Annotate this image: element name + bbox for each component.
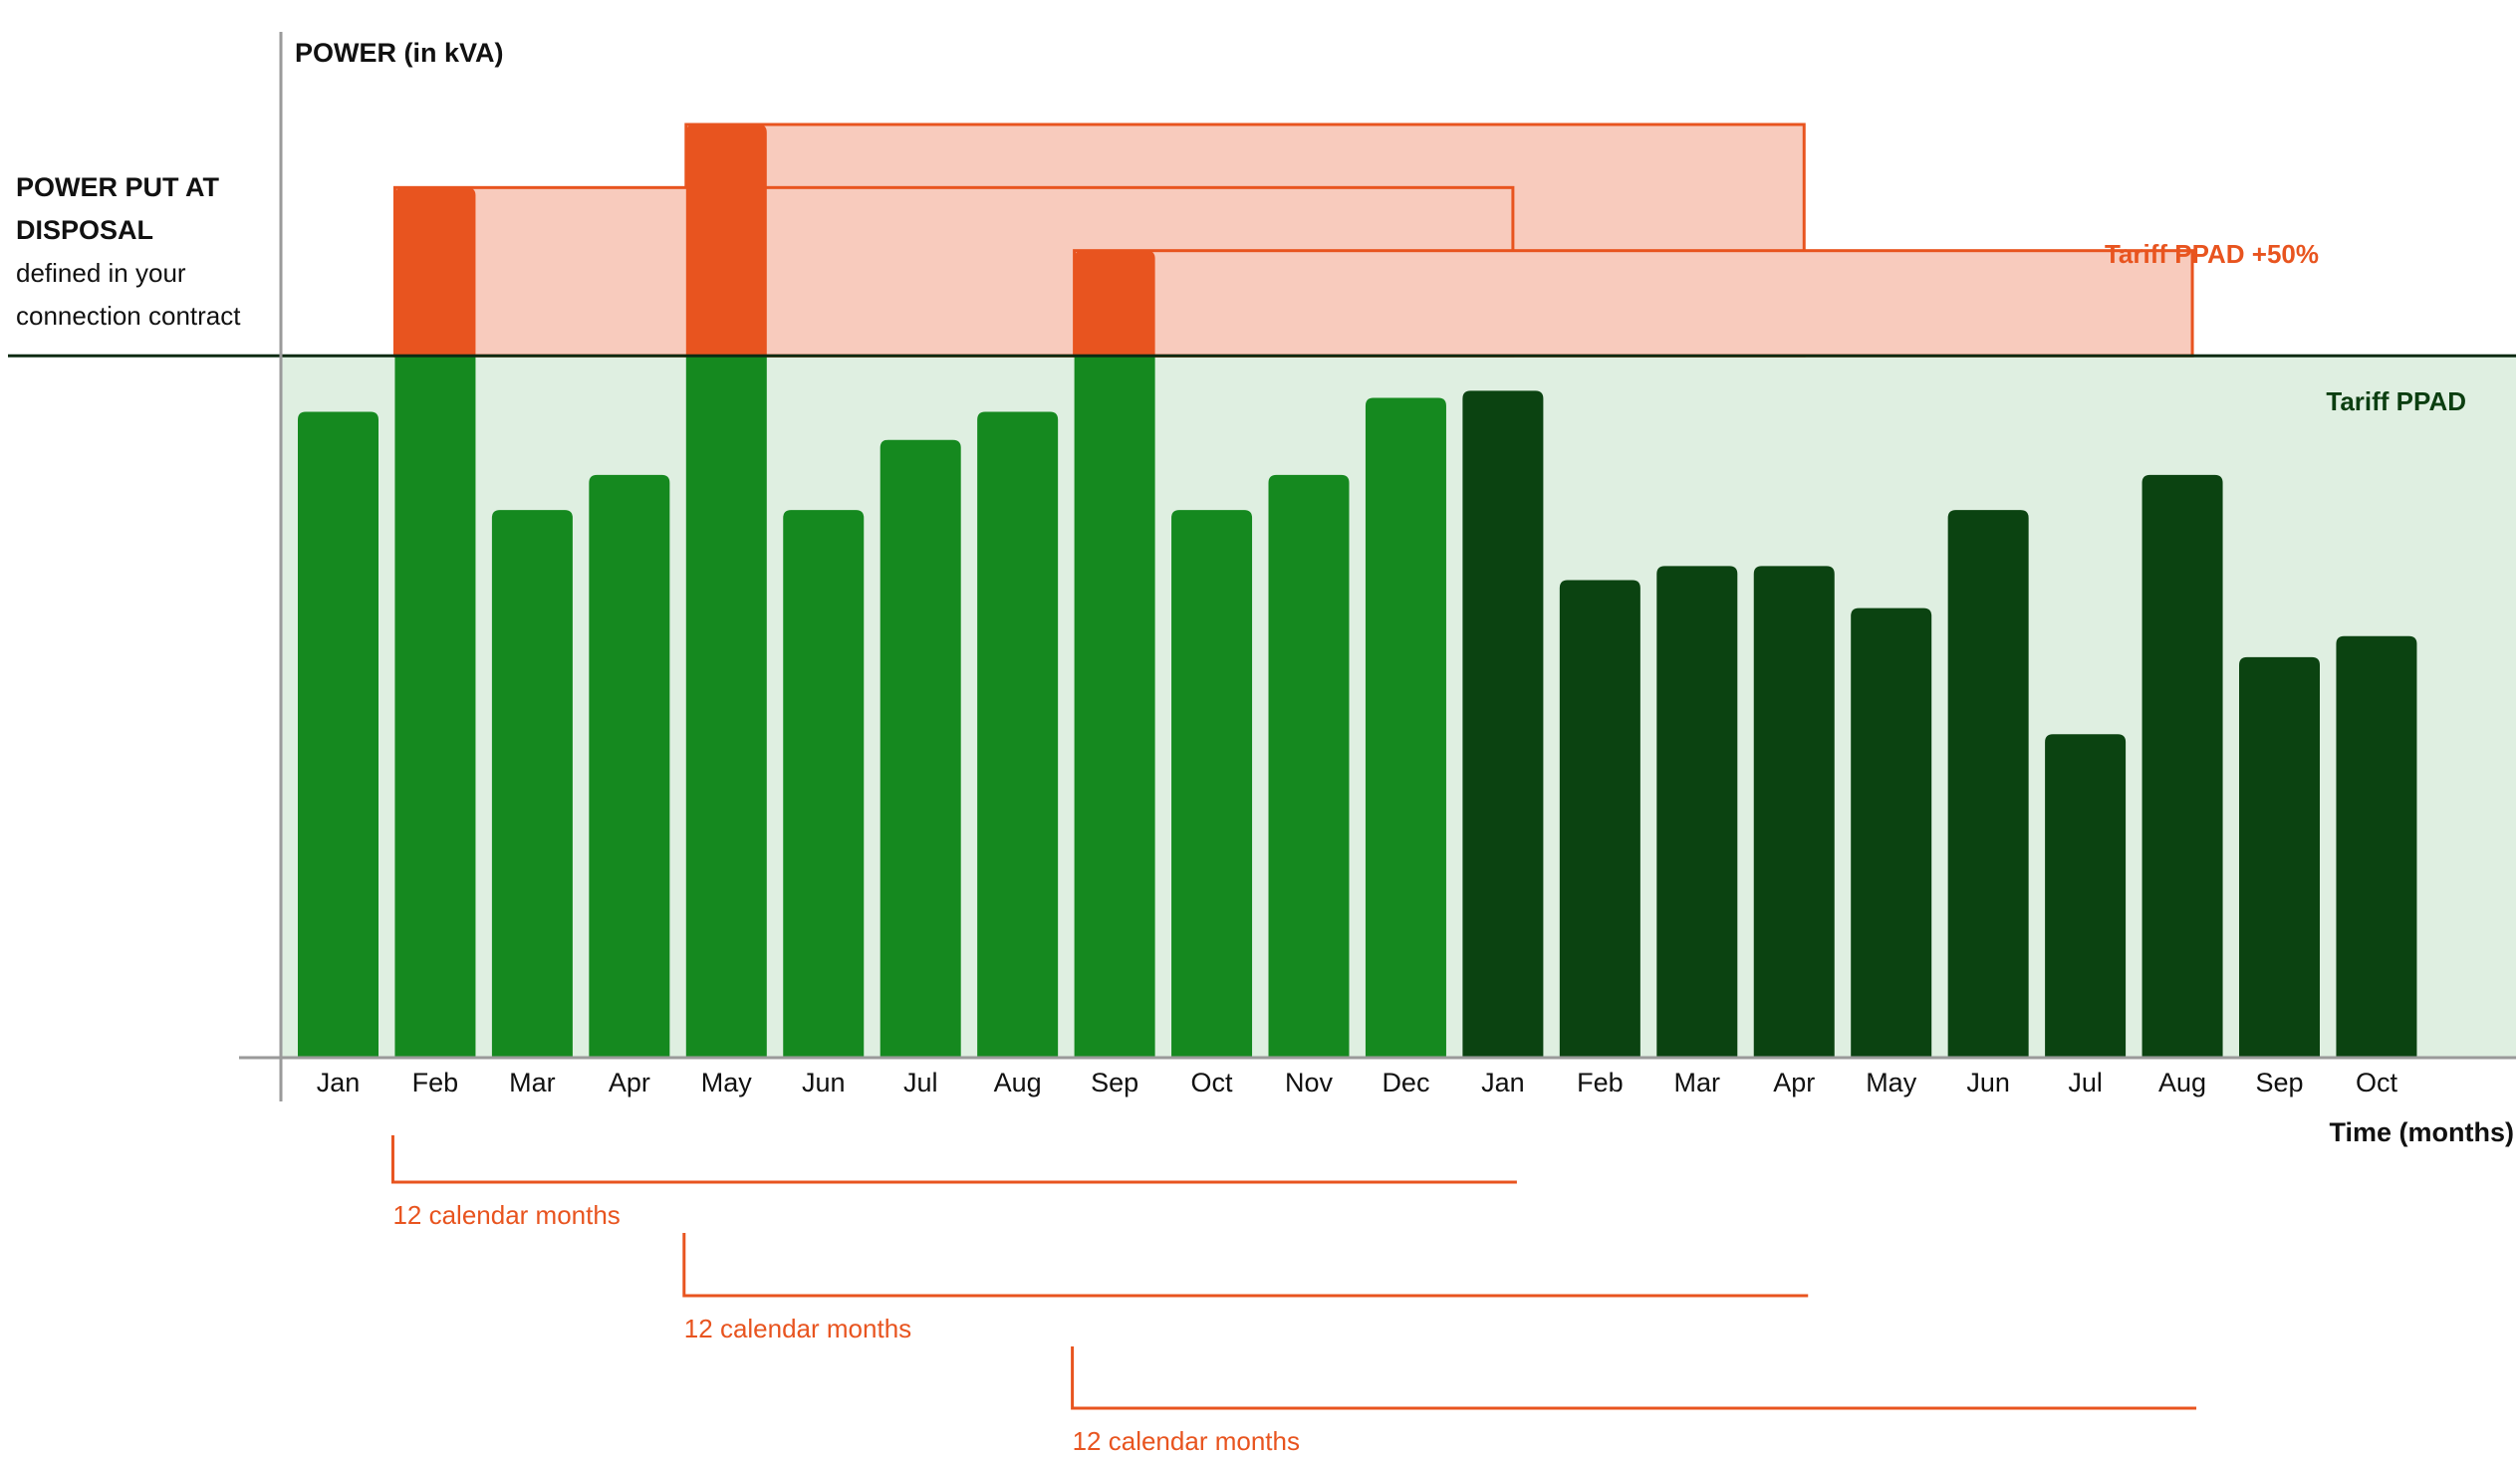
bar bbox=[2142, 474, 2223, 1057]
x-tick-label: Jul bbox=[2068, 1068, 2103, 1097]
calendar-window-label: 12 calendar months bbox=[1073, 1426, 1300, 1456]
bar bbox=[298, 411, 378, 1057]
excess-bracket bbox=[1073, 249, 2194, 358]
tariff-ppad-excess-label: Tariff PPAD +50% bbox=[2105, 239, 2319, 269]
bar bbox=[589, 474, 670, 1057]
calendar-window-label: 12 calendar months bbox=[684, 1314, 911, 1343]
x-tick-label: Mar bbox=[509, 1068, 556, 1097]
x-tick-labels: Jan Feb Mar Apr May Jun Jul Aug Sep Oct Nov Dec Jan F… bbox=[317, 1068, 2398, 1097]
calendar-windows: 12 calendar months 12 calendar months 12 c… bbox=[390, 1135, 2197, 1456]
calendar-window-label: 12 calendar months bbox=[392, 1200, 620, 1230]
x-tick-label: Jun bbox=[802, 1068, 846, 1097]
x-tick-label: May bbox=[701, 1068, 753, 1097]
x-tick-label: Jul bbox=[903, 1068, 938, 1097]
bar bbox=[1268, 474, 1350, 1057]
threshold-label: POWER PUT AT DISPOSAL defined in your co… bbox=[16, 172, 241, 331]
bar-excess bbox=[685, 124, 767, 357]
x-tick-label: Sep bbox=[1091, 1068, 1138, 1097]
tariff-ppad-label: Tariff PPAD bbox=[2326, 386, 2466, 416]
x-tick-label: Jan bbox=[1481, 1068, 1525, 1097]
x-tick-label: Apr bbox=[609, 1068, 650, 1097]
bar bbox=[783, 510, 865, 1057]
bar bbox=[1753, 566, 1835, 1057]
bar bbox=[977, 411, 1059, 1057]
x-tick-label: Aug bbox=[994, 1068, 1042, 1097]
x-tick-label: Dec bbox=[1382, 1068, 1429, 1097]
x-tick-label: Mar bbox=[1674, 1068, 1721, 1097]
calendar-window-bracket bbox=[390, 1135, 1517, 1184]
bar bbox=[1656, 566, 1738, 1057]
x-tick-label: May bbox=[1866, 1068, 1917, 1097]
threshold-label-line-3: defined in your bbox=[16, 258, 186, 288]
calendar-window-bracket bbox=[682, 1233, 1809, 1298]
x-tick-label: Jan bbox=[317, 1068, 361, 1097]
bar bbox=[685, 356, 767, 1057]
threshold-label-line-2: DISPOSAL bbox=[16, 215, 153, 245]
bar bbox=[2045, 734, 2127, 1057]
bar-excess bbox=[394, 187, 476, 357]
calendar-window-bracket bbox=[1071, 1346, 2197, 1410]
bar bbox=[1559, 580, 1640, 1057]
bar-series bbox=[298, 124, 2417, 1057]
bar bbox=[1171, 510, 1253, 1057]
bar bbox=[394, 356, 476, 1057]
threshold-label-line-4: connection contract bbox=[16, 301, 241, 331]
bar bbox=[2239, 656, 2320, 1057]
x-tick-label: Oct bbox=[2356, 1068, 2398, 1097]
x-tick-label: Aug bbox=[2158, 1068, 2206, 1097]
x-axis-label: Time (months) bbox=[2329, 1117, 2514, 1147]
excess-tariff-brackets bbox=[392, 122, 2194, 358]
x-tick-label: Nov bbox=[1285, 1068, 1334, 1097]
x-tick-label: Feb bbox=[1577, 1068, 1624, 1097]
x-tick-label: Oct bbox=[1191, 1068, 1234, 1097]
bar bbox=[1365, 397, 1446, 1057]
bar bbox=[1851, 607, 1932, 1057]
bar bbox=[1947, 510, 2029, 1057]
bar bbox=[1074, 356, 1155, 1057]
bar bbox=[2336, 635, 2417, 1057]
bar bbox=[880, 439, 961, 1057]
x-tick-label: Apr bbox=[1773, 1068, 1815, 1097]
x-tick-label: Feb bbox=[412, 1068, 459, 1097]
bar bbox=[491, 510, 573, 1057]
x-tick-label: Sep bbox=[2255, 1068, 2303, 1097]
x-tick-label: Jun bbox=[1966, 1068, 2010, 1097]
y-axis-label: POWER (in kVA) bbox=[295, 38, 504, 68]
bar bbox=[1462, 390, 1544, 1057]
bar-excess bbox=[1074, 250, 1155, 357]
threshold-label-line-1: POWER PUT AT bbox=[16, 172, 219, 202]
